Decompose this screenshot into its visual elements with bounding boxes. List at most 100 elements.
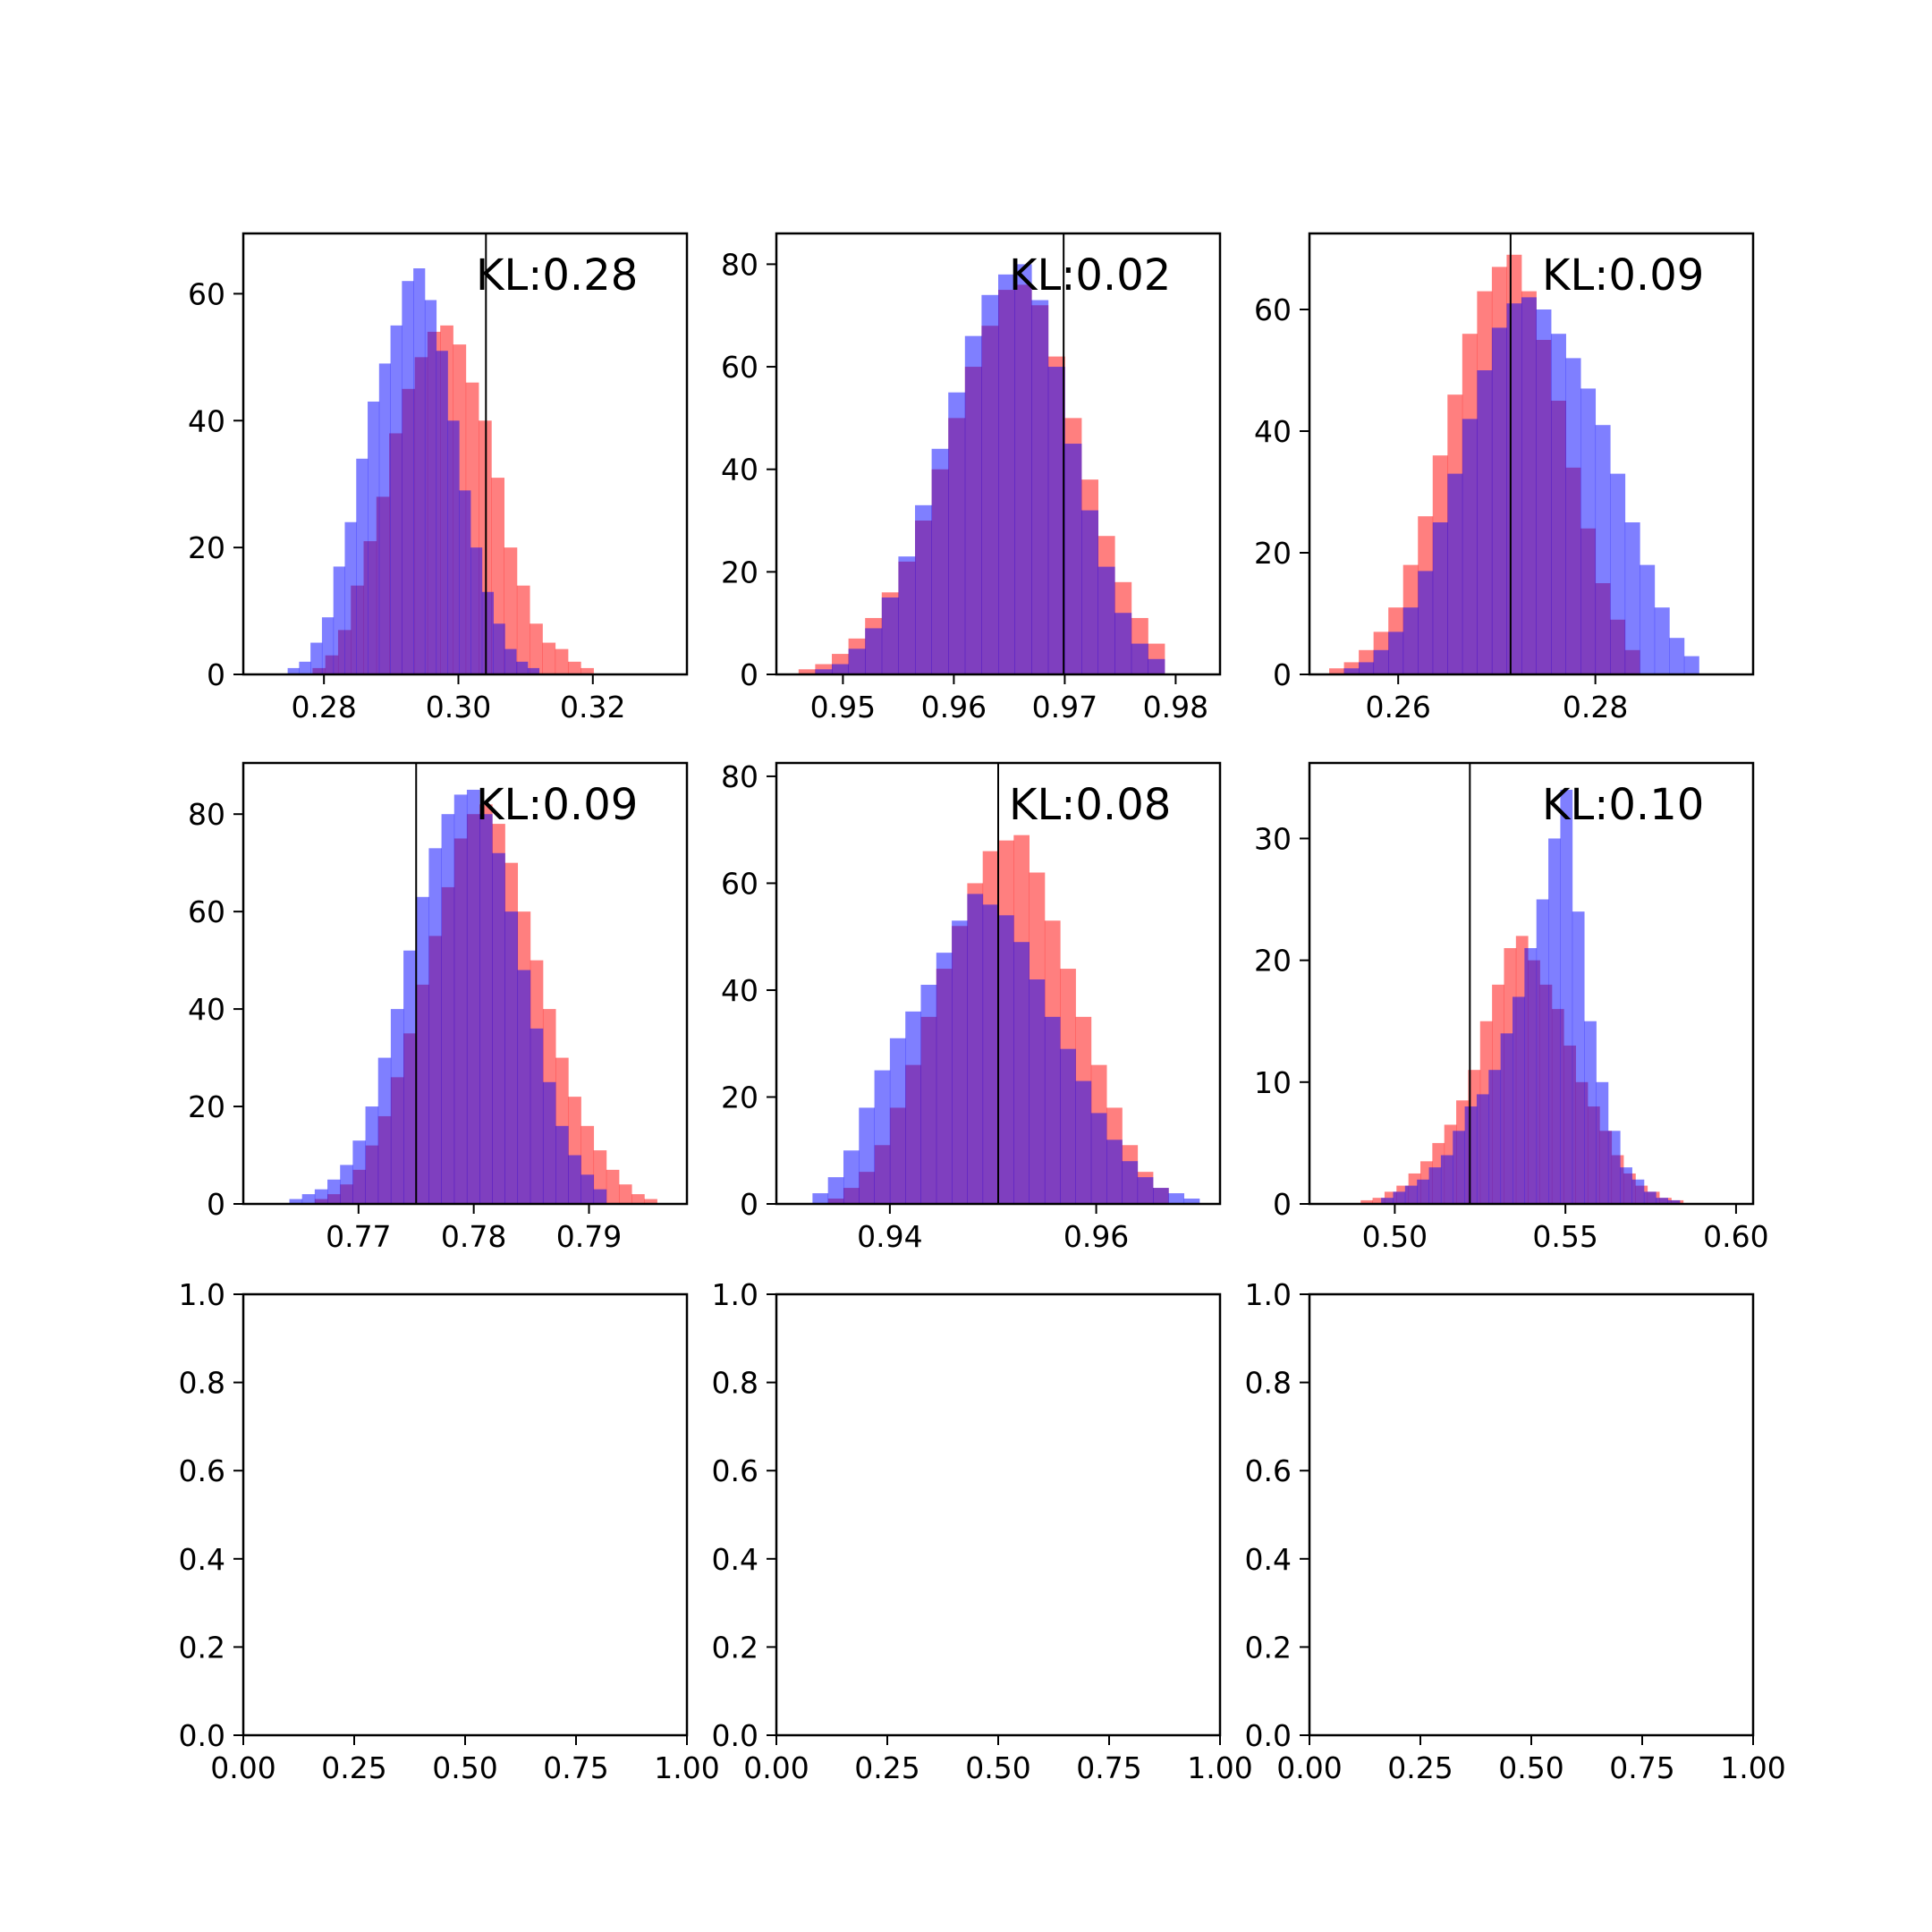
histogram-bar xyxy=(441,814,455,1204)
histogram-bar xyxy=(1620,1167,1632,1204)
histogram-bar xyxy=(1097,566,1115,674)
x-tick-label: 0.25 xyxy=(854,1750,919,1785)
histogram-bar xyxy=(542,642,556,674)
subplot-5: 0.94 0.96 0 20 40 60 80 KL:0.08 xyxy=(721,759,1222,1254)
x-tick-label: 0.77 xyxy=(326,1219,391,1254)
histogram-bar xyxy=(402,281,414,674)
x-tick-label: 0.75 xyxy=(1609,1750,1674,1785)
histogram-bar xyxy=(1462,419,1478,674)
histogram-bar xyxy=(1153,1188,1169,1204)
x-tick-label: 0.50 xyxy=(1362,1219,1428,1254)
histogram-bar xyxy=(479,814,493,1204)
y-tick-label: 30 xyxy=(1254,821,1292,856)
histogram-bar xyxy=(1148,658,1165,674)
histogram-bar xyxy=(1667,1199,1681,1204)
kl-annotation: KL:0.10 xyxy=(1542,780,1704,830)
axes-frame xyxy=(1308,761,1755,1206)
histogram-bar xyxy=(1580,388,1597,674)
histogram-bar xyxy=(948,392,966,674)
y-tick-label: 20 xyxy=(721,1080,758,1114)
histogram-bar xyxy=(1551,334,1566,674)
x-tick-label: 0.79 xyxy=(556,1219,622,1254)
histogram-bar xyxy=(936,953,953,1204)
histogram-bar xyxy=(1044,1016,1061,1204)
histogram-bar xyxy=(1373,649,1389,674)
x-tick-label: 0.30 xyxy=(426,690,491,724)
kl-annotation: KL:0.28 xyxy=(476,250,638,301)
histogram-bar xyxy=(1168,1193,1185,1204)
y-tick-label: 0.0 xyxy=(1245,1718,1292,1753)
histogram-bar xyxy=(1381,1198,1394,1204)
histogram-bar xyxy=(1683,656,1699,674)
histogram-bar xyxy=(555,1125,569,1204)
histogram-bar xyxy=(289,1199,303,1204)
y-tick-label: 1.0 xyxy=(1245,1277,1292,1312)
histogram-bar xyxy=(827,1177,844,1204)
x-tick-label: 0.25 xyxy=(1387,1750,1453,1785)
histogram-bar xyxy=(447,420,460,674)
y-tick-label: 40 xyxy=(721,453,758,487)
histogram-bar xyxy=(527,667,540,674)
histogram-bar xyxy=(413,268,426,674)
histogram-bar xyxy=(931,448,949,674)
histogram-bar xyxy=(832,664,849,674)
histogram-bar xyxy=(982,904,999,1204)
y-tick-label: 1.0 xyxy=(179,1277,225,1312)
histogram-bar xyxy=(1548,838,1561,1204)
axes-frame xyxy=(242,232,689,676)
histogram-bar xyxy=(377,1057,392,1204)
y-tick-label: 0.0 xyxy=(712,1718,758,1753)
y-tick-label: 20 xyxy=(721,555,758,589)
histogram-bar xyxy=(310,642,323,674)
histogram-bar xyxy=(905,1011,921,1204)
histogram-bar xyxy=(1075,1080,1092,1204)
histogram-bar xyxy=(1417,1179,1429,1204)
histogram-bar xyxy=(428,848,442,1204)
histogram-bar xyxy=(1359,662,1375,674)
subplot-2: 0.95 0.96 0.97 0.98 0 20 40 60 80 KL:0.02 xyxy=(721,232,1222,724)
histogram-bar xyxy=(352,1140,366,1204)
histogram-bar xyxy=(920,984,937,1204)
histogram-bar xyxy=(1064,444,1082,674)
histogram-bar xyxy=(1453,1131,1465,1204)
histogram-bar xyxy=(1624,522,1640,674)
histogram-bars xyxy=(287,268,594,674)
subplot-4: 0.77 0.78 0.79 0 20 40 60 80 KL:0.09 xyxy=(188,761,689,1254)
subplot-8: 0.00 0.25 0.50 0.75 1.00 0.0 0.2 0.4 0.6 0.8 1.0 xyxy=(712,1277,1253,1785)
y-tick-label: 80 xyxy=(188,797,225,832)
histogram-bar xyxy=(915,504,932,674)
histogram-bar xyxy=(416,896,429,1204)
histogram-bar xyxy=(1447,473,1463,674)
y-tick-label: 0 xyxy=(207,1187,225,1222)
y-tick-label: 0.8 xyxy=(179,1366,225,1401)
histogram-bar xyxy=(798,669,816,674)
histogram-bar xyxy=(365,1106,379,1204)
histogram-bar xyxy=(459,490,471,674)
y-tick-label: 40 xyxy=(188,992,225,1027)
y-tick-label: 60 xyxy=(1254,292,1292,327)
histogram-bar xyxy=(1488,1070,1502,1204)
histogram-bar xyxy=(1607,1131,1621,1204)
histogram-bar xyxy=(1572,911,1585,1204)
histogram-bar xyxy=(848,648,866,674)
y-tick-label: 60 xyxy=(188,276,225,311)
histogram-bar xyxy=(580,667,594,674)
histogram-bar xyxy=(1643,1191,1657,1204)
y-tick-label: 0.0 xyxy=(179,1718,225,1753)
histogram-bar xyxy=(287,667,300,674)
y-tick-label: 0.2 xyxy=(179,1630,225,1665)
histogram-bar xyxy=(1047,367,1065,674)
histogram-bar xyxy=(530,1028,544,1204)
histogram-bar xyxy=(1476,1094,1489,1204)
histogram-series-2 xyxy=(1381,789,1681,1204)
axes-frame xyxy=(775,761,1222,1206)
y-tick-label: 1.0 xyxy=(712,1277,758,1312)
y-tick-label: 10 xyxy=(1254,1065,1292,1100)
histogram-bar xyxy=(1402,607,1419,674)
histogram-bar xyxy=(327,1179,341,1204)
y-tick-label: 60 xyxy=(188,894,225,929)
y-tick-label: 40 xyxy=(188,403,225,438)
histogram-series-2 xyxy=(1343,297,1699,674)
histogram-bar xyxy=(593,1189,607,1204)
